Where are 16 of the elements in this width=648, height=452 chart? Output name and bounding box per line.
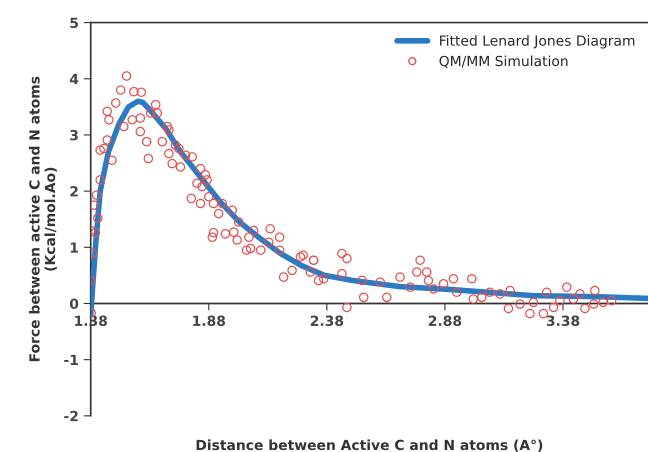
y-tick-label: 5 xyxy=(70,18,78,28)
y-tick-label: -1 xyxy=(64,354,78,365)
y-tick-label: 3 xyxy=(70,130,78,140)
y-tick-label: 1 xyxy=(70,242,78,253)
x-axis-title: Distance between Active C and N atoms (A°) xyxy=(196,439,542,452)
x-tick-label: 3.38 xyxy=(546,316,580,326)
y-tick-label: 4 xyxy=(70,74,78,84)
y-axis-title: Force between active C and N atoms (Kcal/mol.Ao) xyxy=(28,76,57,362)
legend-label: Fitted Lenard Jones Diagram xyxy=(440,35,634,49)
x-tick-label: 1.88 xyxy=(193,316,226,326)
x-tick-label: 2.38 xyxy=(310,316,344,326)
legend-label: QM/MM Simulation xyxy=(439,55,568,68)
y-tick-label: 0 xyxy=(70,298,78,309)
y-tick-label: -2 xyxy=(64,410,78,422)
x-tick-label: 2.88 xyxy=(428,316,462,326)
y-tick-label: 2 xyxy=(70,186,78,196)
